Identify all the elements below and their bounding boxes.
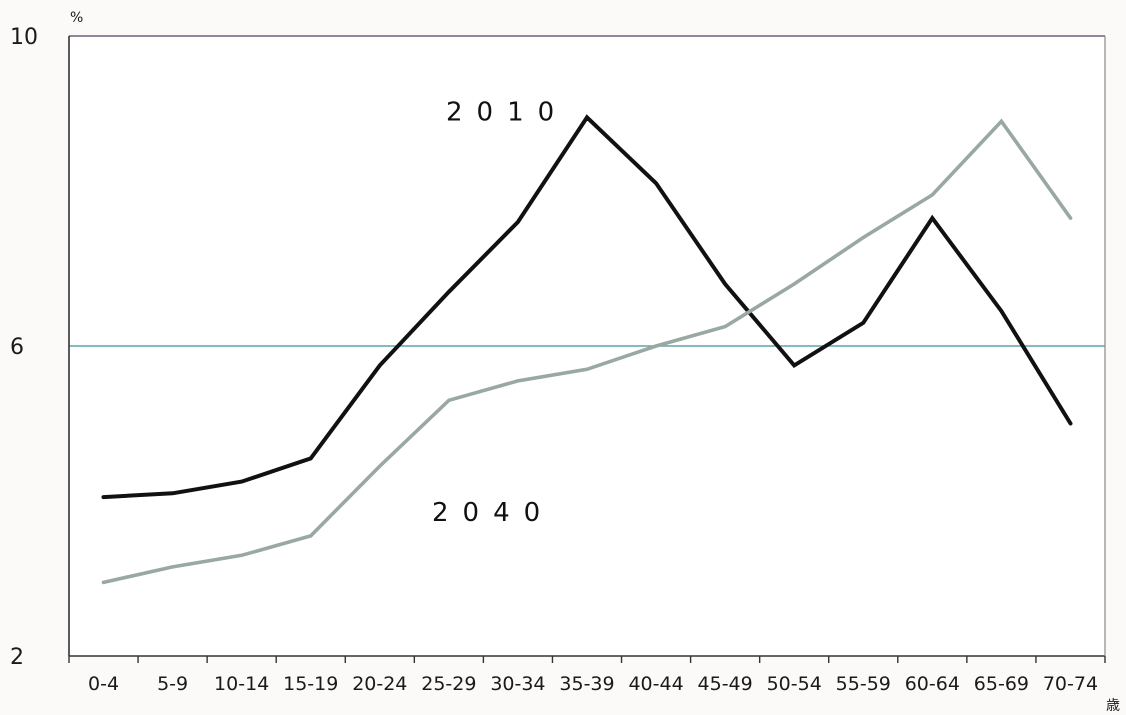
x-tick-label: 45-49 bbox=[698, 673, 753, 695]
series-lines bbox=[101, 114, 1073, 585]
x-tick-labels: 0-4 5-9 10-14 15-19 20-24 25-29 30-34 35-39 40-4… bbox=[88, 673, 1098, 695]
x-tick-label: 60-64 bbox=[905, 673, 960, 695]
series-line-2010 bbox=[101, 114, 1073, 500]
y-tick-labels: 10 6 2 bbox=[10, 25, 38, 670]
series-label-2040: 2040 bbox=[432, 498, 554, 528]
x-tick-label: 10-14 bbox=[214, 673, 269, 695]
x-tick-label: 65-69 bbox=[974, 673, 1029, 695]
x-tick-label: 35-39 bbox=[559, 673, 614, 695]
x-tick-label: 50-54 bbox=[767, 673, 822, 695]
axes bbox=[68, 36, 1106, 663]
x-tick-label: 0-4 bbox=[88, 673, 119, 695]
x-tick-label: 40-44 bbox=[628, 673, 683, 695]
series-labels: 2010 2040 bbox=[432, 97, 568, 528]
x-tick-label: 30-34 bbox=[490, 673, 545, 695]
series-label-2010: 2010 bbox=[446, 97, 568, 127]
x-tick-label: 15-19 bbox=[283, 673, 338, 695]
x-tick-label: 70-74 bbox=[1043, 673, 1098, 695]
y-tick-label: 2 bbox=[10, 645, 24, 670]
x-tick-label: 5-9 bbox=[157, 673, 188, 695]
x-unit-label: 歳 bbox=[1106, 698, 1120, 714]
x-tick-label: 20-24 bbox=[352, 673, 407, 695]
x-tick-label: 25-29 bbox=[421, 673, 476, 695]
gridlines bbox=[69, 35, 1105, 347]
y-tick-label: 10 bbox=[10, 25, 38, 50]
y-unit-label: % bbox=[70, 10, 83, 26]
x-tick-label: 55-59 bbox=[836, 673, 891, 695]
y-tick-label: 6 bbox=[10, 335, 24, 360]
series-line-2040 bbox=[101, 118, 1073, 585]
